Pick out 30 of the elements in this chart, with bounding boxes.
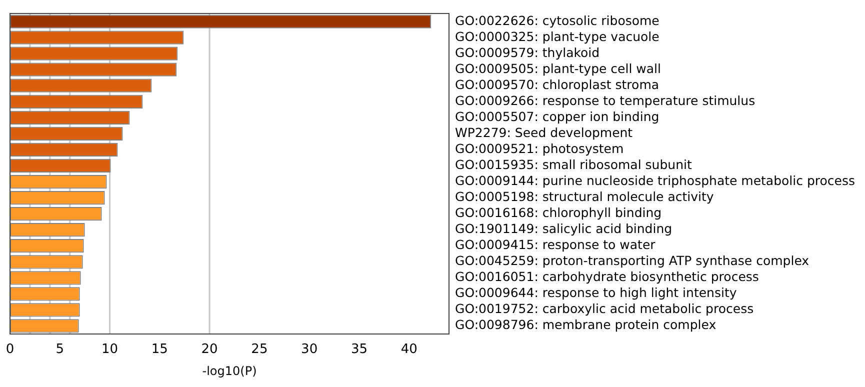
y-tick-label: GO:0016168: chlorophyll binding: [455, 205, 662, 220]
y-tick-label: WP2279: Seed development: [455, 124, 633, 140]
x-tick-label: 40: [400, 342, 418, 358]
y-tick-label: GO:0016051: carbohydrate biosynthetic process: [455, 269, 759, 284]
y-tick-label: GO:0005507: copper ion binding: [455, 108, 660, 124]
y-tick-label: GO:1901149: salicylic acid binding: [455, 221, 672, 236]
y-tick-label: GO:0009579: thylakoid: [455, 44, 600, 60]
x-axis-title: -log10(P): [202, 364, 257, 378]
y-tick-label: GO:0015935: small ribosomal subunit: [455, 156, 692, 172]
x-tick-label: 35: [350, 342, 368, 358]
y-tick-label: GO:0019752: carboxylic acid metabolic process: [455, 301, 754, 316]
x-tick-label: 30: [301, 342, 318, 358]
y-tick-label: GO:0009570: chloroplast stroma: [455, 76, 660, 92]
y-tick-label: GO:0009521: photosystem: [455, 140, 624, 156]
x-tick-label: 5: [56, 342, 64, 358]
y-tick-label: GO:0009144: purine nucleoside triphosphate metabolic process: [455, 173, 856, 188]
x-tick-label: 15: [151, 342, 168, 358]
y-tick-label: GO:0098796: membrane protein complex: [455, 317, 716, 332]
x-tick-label: 10: [102, 342, 118, 358]
x-tick-label: 0: [6, 342, 14, 358]
y-tick-label: GO:0009644: response to high light intensity: [455, 285, 738, 300]
y-tick-label: GO:0022626: cytosolic ribosome: [455, 12, 660, 28]
y-tick-label: GO:0009415: response to water: [455, 237, 656, 252]
x-tick-label: 20: [201, 342, 218, 358]
y-tick-label: GO:0009266: response to temperature stimulus: [455, 92, 756, 108]
x-tick-label: 25: [251, 342, 268, 358]
y-tick-label: GO:0009505: plant-type cell wall: [455, 60, 661, 76]
y-tick-label: GO:0045259: proton-transporting ATP synthase complex: [455, 253, 810, 268]
y-tick-label: GO:0005198: structural molecule activity: [455, 189, 714, 204]
y-tick-label: GO:0000325: plant-type vacuole: [455, 28, 660, 44]
